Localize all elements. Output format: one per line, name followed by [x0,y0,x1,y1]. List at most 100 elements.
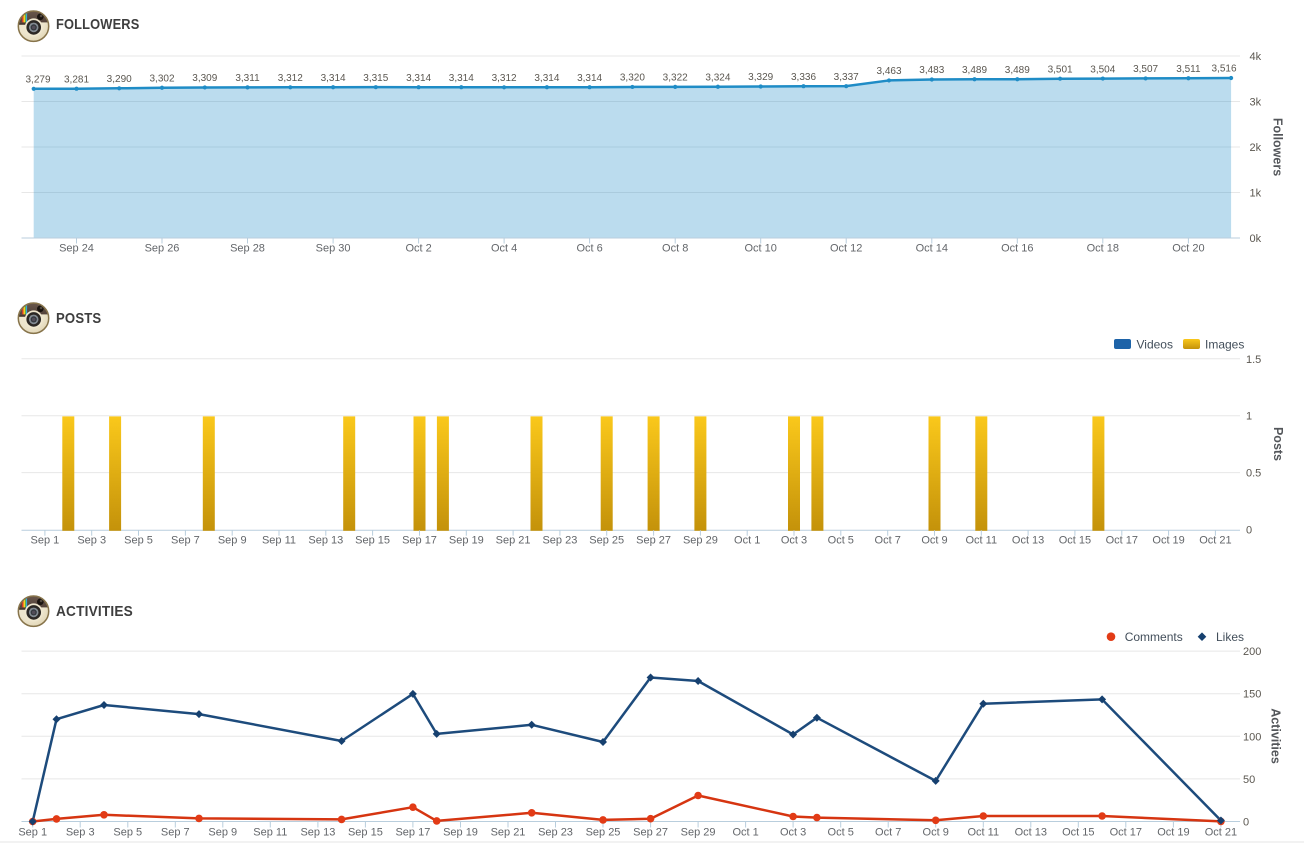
svg-text:2k: 2k [1250,142,1262,154]
svg-text:3,336: 3,336 [791,72,816,83]
svg-text:Sep 23: Sep 23 [538,827,573,839]
svg-text:Oct 5: Oct 5 [828,535,854,547]
svg-text:Sep 1: Sep 1 [18,827,47,839]
svg-text:3,309: 3,309 [192,73,217,84]
svg-text:Oct 20: Oct 20 [1172,243,1204,255]
svg-text:Sep 19: Sep 19 [449,535,484,547]
svg-text:Oct 12: Oct 12 [830,243,862,255]
svg-text:Oct 3: Oct 3 [781,535,807,547]
svg-text:3,279: 3,279 [25,75,50,86]
svg-text:Oct 14: Oct 14 [916,243,948,255]
svg-text:3,312: 3,312 [278,73,303,84]
svg-text:3,314: 3,314 [406,73,431,84]
svg-text:Sep 23: Sep 23 [542,535,577,547]
svg-text:Oct 7: Oct 7 [875,827,901,839]
svg-text:Comments: Comments [1125,630,1183,644]
svg-text:Oct 13: Oct 13 [1015,827,1047,839]
svg-text:Sep 11: Sep 11 [253,827,287,839]
svg-text:Sep 27: Sep 27 [636,535,671,547]
svg-text:3,337: 3,337 [834,72,859,83]
svg-text:3,314: 3,314 [321,73,346,84]
svg-text:50: 50 [1243,774,1255,786]
svg-text:3,501: 3,501 [1048,64,1073,75]
svg-text:Oct 8: Oct 8 [662,243,688,255]
svg-text:3,311: 3,311 [235,73,260,84]
svg-text:Sep 28: Sep 28 [230,243,265,255]
svg-text:Oct 5: Oct 5 [828,827,854,839]
svg-text:Sep 1: Sep 1 [31,535,60,547]
svg-text:Followers: Followers [1271,118,1285,176]
svg-text:3,507: 3,507 [1133,64,1158,75]
svg-text:Oct 19: Oct 19 [1152,535,1184,547]
svg-text:Sep 29: Sep 29 [683,535,718,547]
svg-text:Sep 13: Sep 13 [308,535,343,547]
svg-text:Sep 3: Sep 3 [77,535,106,547]
svg-text:Oct 21: Oct 21 [1205,827,1237,839]
svg-text:Videos: Videos [1137,337,1173,351]
svg-text:1.5: 1.5 [1246,354,1261,366]
svg-text:Likes: Likes [1216,630,1244,644]
svg-text:Sep 15: Sep 15 [348,827,383,839]
svg-text:Posts: Posts [1271,427,1285,461]
svg-text:Sep 29: Sep 29 [681,827,716,839]
svg-text:3,516: 3,516 [1211,64,1236,75]
svg-text:150: 150 [1243,689,1261,701]
svg-text:Sep 17: Sep 17 [402,535,437,547]
svg-text:Oct 7: Oct 7 [875,535,901,547]
svg-text:Images: Images [1205,337,1244,351]
svg-text:Sep 9: Sep 9 [218,535,247,547]
svg-text:Oct 11: Oct 11 [968,827,1000,839]
svg-text:3,302: 3,302 [149,74,174,85]
svg-text:Sep 21: Sep 21 [491,827,526,839]
svg-text:Sep 24: Sep 24 [59,243,94,255]
svg-text:Oct 6: Oct 6 [576,243,602,255]
svg-text:Oct 13: Oct 13 [1012,535,1044,547]
svg-text:Oct 21: Oct 21 [1199,535,1231,547]
svg-text:3,290: 3,290 [107,74,132,85]
svg-text:Sep 15: Sep 15 [355,535,390,547]
svg-text:0: 0 [1243,817,1249,829]
svg-text:Sep 13: Sep 13 [300,827,335,839]
svg-text:Sep 30: Sep 30 [316,243,351,255]
svg-text:4k: 4k [1250,51,1262,63]
svg-text:Oct 17: Oct 17 [1110,827,1142,839]
svg-text:3,463: 3,463 [876,66,901,77]
svg-text:3,314: 3,314 [449,73,474,84]
svg-text:Sep 21: Sep 21 [496,535,531,547]
svg-text:Sep 19: Sep 19 [443,827,478,839]
svg-text:Oct 1: Oct 1 [734,535,760,547]
svg-text:3,322: 3,322 [663,73,688,84]
svg-text:Oct 11: Oct 11 [966,535,998,547]
svg-text:0.5: 0.5 [1246,468,1261,480]
svg-text:Sep 17: Sep 17 [395,827,430,839]
svg-text:3,489: 3,489 [1005,65,1030,76]
svg-text:Oct 9: Oct 9 [921,535,947,547]
svg-text:3,320: 3,320 [620,73,645,84]
svg-text:Oct 18: Oct 18 [1087,243,1119,255]
svg-text:Oct 2: Oct 2 [405,243,431,255]
svg-text:3,329: 3,329 [748,72,773,83]
svg-text:Sep 3: Sep 3 [66,827,95,839]
svg-text:Oct 17: Oct 17 [1106,535,1138,547]
svg-text:Sep 5: Sep 5 [124,535,153,547]
svg-text:3,315: 3,315 [363,73,388,84]
svg-text:3,489: 3,489 [962,65,987,76]
svg-text:Sep 7: Sep 7 [171,535,200,547]
svg-text:100: 100 [1243,731,1261,743]
svg-text:Sep 7: Sep 7 [161,827,190,839]
svg-text:Oct 3: Oct 3 [780,827,806,839]
svg-text:Sep 27: Sep 27 [633,827,668,839]
svg-text:Sep 9: Sep 9 [208,827,237,839]
svg-text:Oct 15: Oct 15 [1062,827,1094,839]
svg-text:Oct 19: Oct 19 [1157,827,1189,839]
svg-text:1k: 1k [1250,188,1262,200]
svg-text:0k: 0k [1250,233,1262,245]
svg-text:1: 1 [1246,411,1252,423]
svg-text:Sep 5: Sep 5 [113,827,142,839]
svg-text:200: 200 [1243,646,1261,658]
svg-text:Sep 11: Sep 11 [262,535,296,547]
svg-text:Sep 26: Sep 26 [145,243,180,255]
svg-text:3,314: 3,314 [577,73,602,84]
svg-text:Oct 10: Oct 10 [744,243,776,255]
svg-text:3,314: 3,314 [534,73,559,84]
